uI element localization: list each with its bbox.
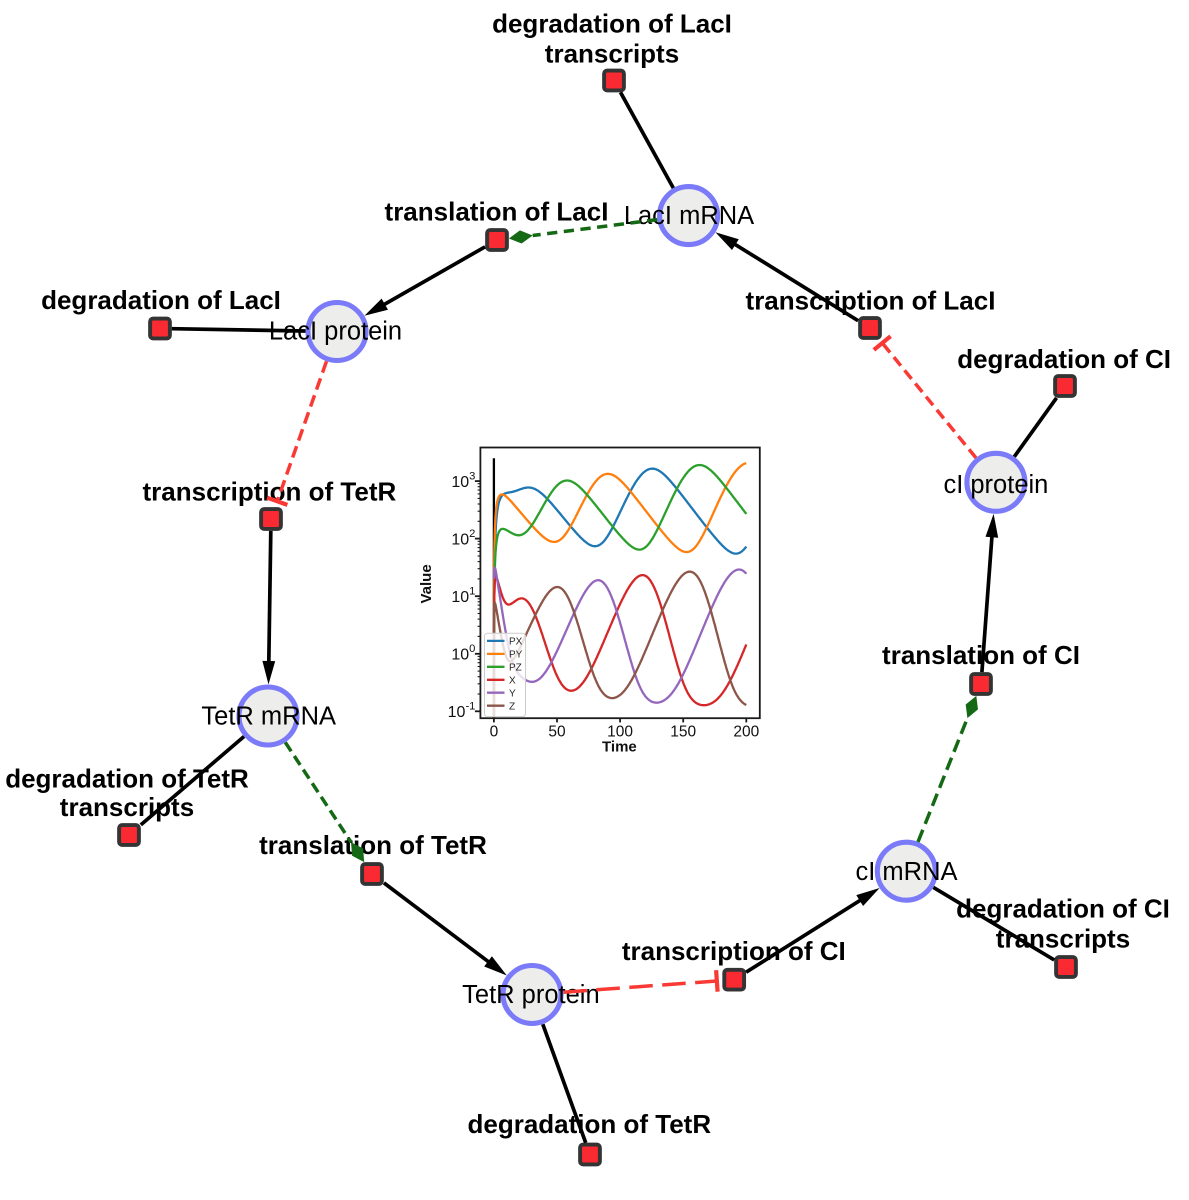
svg-text:PX: PX xyxy=(509,637,523,648)
svg-text:X: X xyxy=(509,676,516,687)
svg-text:Value: Value xyxy=(418,564,435,603)
svg-text:translation of TetR: translation of TetR xyxy=(259,830,487,860)
svg-text:150: 150 xyxy=(670,723,696,740)
svg-text:Y: Y xyxy=(509,689,516,700)
svg-text:PY: PY xyxy=(509,650,523,661)
svg-text:degradation of LacI: degradation of LacI xyxy=(41,285,281,315)
svg-text:transcription of LacI: transcription of LacI xyxy=(746,285,996,315)
svg-text:transcription of TetR: transcription of TetR xyxy=(143,477,397,507)
svg-text:cI mRNA: cI mRNA xyxy=(856,858,958,886)
svg-text:200: 200 xyxy=(733,723,759,740)
svg-text:cI protein: cI protein xyxy=(943,471,1048,499)
svg-text:degradation of TetR: degradation of TetR xyxy=(5,764,249,794)
svg-text:translation of LacI: translation of LacI xyxy=(385,197,609,227)
svg-text:TetR protein: TetR protein xyxy=(462,981,600,1009)
svg-text:degradation of TetR: degradation of TetR xyxy=(467,1109,711,1139)
svg-text:degradation of CI: degradation of CI xyxy=(956,894,1170,924)
svg-text:degradation of LacI: degradation of LacI xyxy=(492,8,732,38)
svg-text:Z: Z xyxy=(509,702,515,713)
svg-text:0: 0 xyxy=(490,723,499,740)
svg-text:Time: Time xyxy=(602,739,637,756)
svg-text:transcripts: transcripts xyxy=(545,38,679,68)
svg-text:50: 50 xyxy=(548,723,566,740)
svg-text:degradation of CI: degradation of CI xyxy=(957,344,1171,374)
svg-text:100: 100 xyxy=(607,723,633,740)
svg-text:transcription of CI: transcription of CI xyxy=(622,936,846,966)
svg-text:TetR mRNA: TetR mRNA xyxy=(201,703,336,731)
svg-text:LacI mRNA: LacI mRNA xyxy=(624,202,754,230)
svg-text:PZ: PZ xyxy=(509,663,522,674)
